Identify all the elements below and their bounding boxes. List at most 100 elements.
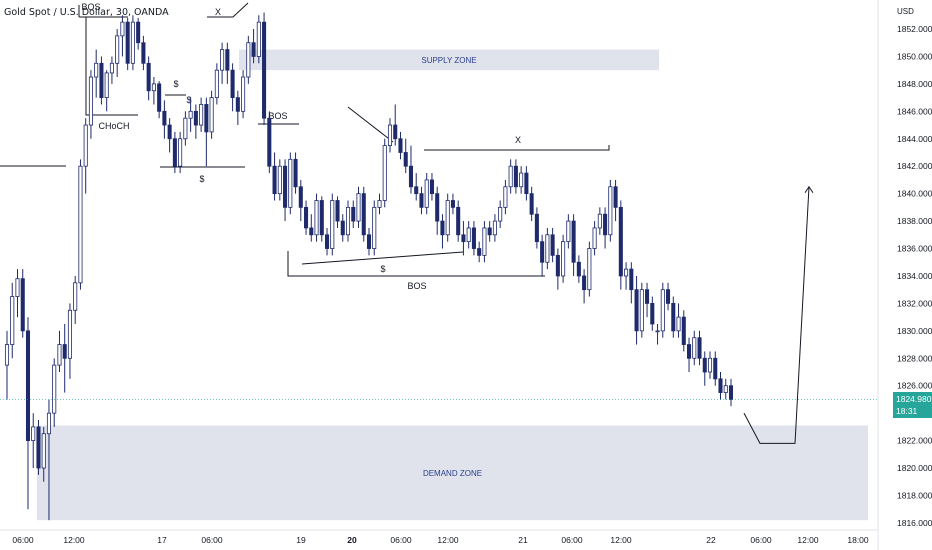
candle <box>220 42 225 84</box>
candle-body <box>83 124 88 167</box>
time-tick: 18:00 <box>847 535 869 545</box>
candle-body <box>566 220 571 243</box>
candle-body <box>46 412 51 435</box>
candle <box>723 378 728 400</box>
candle <box>15 269 20 318</box>
price-tick: 1836.000 <box>897 244 932 254</box>
candle-body <box>235 97 240 112</box>
candle-body <box>361 193 366 236</box>
candle <box>214 63 219 105</box>
candle-body <box>230 69 235 99</box>
candle-body <box>251 42 256 57</box>
candle-body <box>293 158 298 188</box>
candle-body <box>492 220 497 236</box>
candle-body <box>498 206 503 222</box>
candle-body <box>718 378 723 393</box>
candle <box>361 186 366 242</box>
candle-body <box>73 282 78 311</box>
candle <box>403 138 408 174</box>
candle-body <box>57 344 62 366</box>
candle <box>235 90 240 126</box>
candle-body <box>534 213 539 243</box>
candle <box>256 15 261 64</box>
candle <box>419 186 424 215</box>
candle <box>440 214 445 249</box>
bar-countdown: 18:31 <box>896 406 918 416</box>
candle <box>183 111 188 146</box>
candle <box>466 221 471 249</box>
candle <box>199 97 204 132</box>
candle <box>167 118 172 153</box>
candle-body <box>613 186 618 208</box>
candle <box>241 70 246 119</box>
candle <box>492 214 497 242</box>
candle-body <box>272 165 277 195</box>
candle-body <box>687 344 692 359</box>
candle-body <box>408 165 413 188</box>
candle <box>508 159 513 194</box>
candle <box>172 131 177 174</box>
candle-body <box>629 268 634 291</box>
annotation-bos-0: BOS <box>81 2 100 12</box>
candle <box>78 159 83 290</box>
candle-body <box>351 206 356 222</box>
candle-body <box>529 193 534 215</box>
candle <box>545 227 550 270</box>
candle <box>681 310 686 352</box>
candle <box>351 200 356 228</box>
candle <box>67 303 72 379</box>
candle-body <box>419 193 424 208</box>
candle <box>471 221 476 256</box>
candle-body <box>519 172 524 188</box>
candle-body <box>146 62 151 92</box>
candle-body <box>25 330 31 441</box>
candle-body <box>120 21 125 37</box>
candle <box>540 234 545 276</box>
candle <box>450 193 455 215</box>
candle-body <box>62 344 67 359</box>
time-tick: 06:00 <box>201 535 223 545</box>
candle <box>498 200 503 228</box>
arrow-head-icon <box>804 185 814 194</box>
candle-body <box>702 357 707 373</box>
price-tick: 1838.000 <box>897 216 932 226</box>
candle-body <box>94 62 99 78</box>
candle <box>141 35 146 71</box>
candle-body <box>671 302 676 332</box>
candle <box>283 159 288 222</box>
candle-body <box>592 227 597 249</box>
time-tick: 20 <box>347 535 357 545</box>
candle-body <box>676 316 681 332</box>
annotation-bos-9: BOS <box>407 281 426 291</box>
candle <box>603 207 608 249</box>
price-tick: 1846.000 <box>897 106 932 116</box>
candle-body <box>639 289 644 332</box>
candle <box>398 131 403 160</box>
candle <box>193 104 198 139</box>
candle-body <box>188 110 193 119</box>
price-tick: 1826.000 <box>897 381 932 391</box>
candle <box>188 97 193 132</box>
candle-body <box>450 200 455 208</box>
annotation-choch-3: CHoCH <box>98 121 129 131</box>
annotation-$-2: $ <box>173 79 178 89</box>
structure-line-6 <box>347 106 394 143</box>
candle <box>555 248 560 290</box>
time-tick: 06:00 <box>561 535 583 545</box>
candle <box>209 90 214 139</box>
candle-body <box>372 206 377 249</box>
candle <box>639 282 644 338</box>
time-tick: 19 <box>296 535 306 545</box>
candle <box>655 323 660 345</box>
structure-line-9 <box>287 251 545 277</box>
price-tick: 1816.000 <box>897 518 932 528</box>
annotation-$-5: $ <box>199 174 204 184</box>
candle <box>671 296 676 338</box>
candle-body <box>471 227 476 249</box>
candle <box>582 269 587 304</box>
candle-body <box>4 344 10 366</box>
annotation-x-7: X <box>515 135 521 145</box>
price-tick: 1842.000 <box>897 161 932 171</box>
structure-line-8 <box>301 251 464 265</box>
